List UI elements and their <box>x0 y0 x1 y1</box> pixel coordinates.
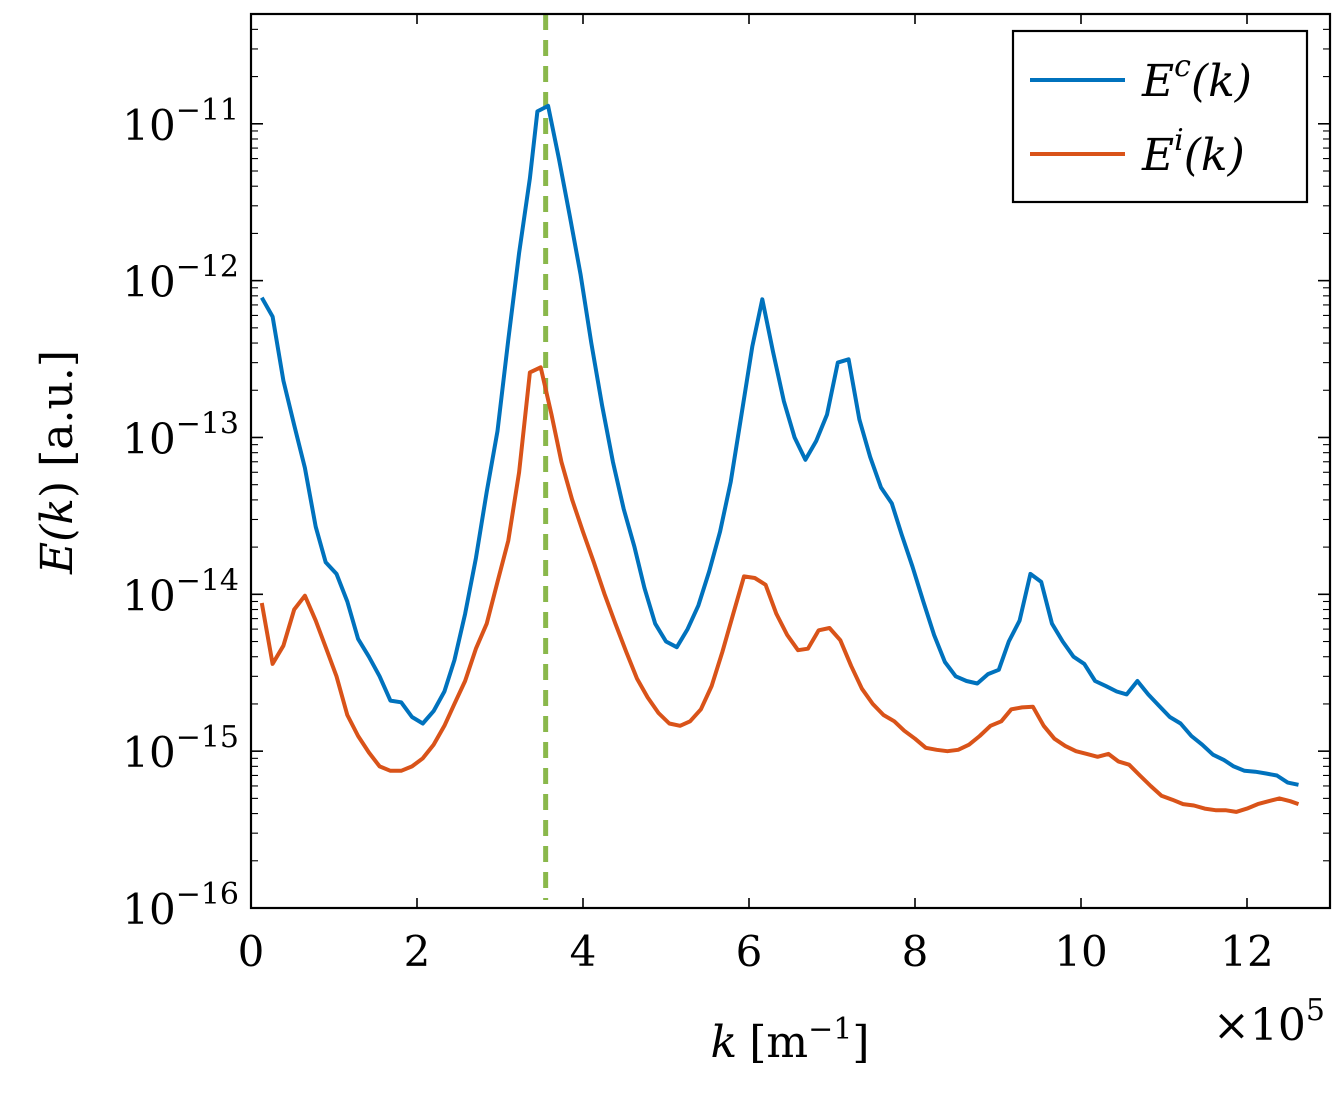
series-line-ec <box>260 103 1299 787</box>
x-tick-label: 6 <box>736 927 763 976</box>
plot-frame <box>249 12 1332 910</box>
y-tick-label: 10−14 <box>122 563 239 620</box>
y-tick-label: 10−13 <box>122 406 239 463</box>
y-axis-label-unit: ) [a.u.] <box>32 350 83 498</box>
legend-ec-sup: c <box>1174 49 1191 84</box>
series-line-ei <box>259 365 1300 814</box>
legend: Ec(k) Ei(k) <box>1011 29 1309 204</box>
y-tick-label: 10−15 <box>122 720 239 777</box>
x-axis-unit: [m <box>749 1017 808 1068</box>
y-axis-label: E(k) [a.u.] <box>32 350 83 575</box>
x-tick-label: 2 <box>404 927 431 976</box>
y-axis-label-variable: k <box>32 498 83 525</box>
x-tick-label: 0 <box>238 927 265 976</box>
legend-label-ec: Ec(k) <box>1141 49 1252 107</box>
x-axis-symbol: k <box>711 1017 738 1068</box>
y-tick-label: 10−12 <box>122 250 239 307</box>
x-axis-unit-exponent: −1 <box>808 1012 852 1047</box>
legend-ei-sup: i <box>1174 123 1184 158</box>
x-axis-multiplier: ×105 <box>1213 993 1325 1051</box>
x-multiplier-exponent: 5 <box>1306 993 1325 1028</box>
legend-label-ei: Ei(k) <box>1141 123 1245 181</box>
legend-ei-base: E <box>1141 130 1174 181</box>
x-tick-label: 10 <box>1054 927 1107 976</box>
tick-labels: 0 2 4 6 8 10 12 10−16 10−15 10−14 10−13 10−12 10−11 <box>122 93 1273 976</box>
x-multiplier-prefix: ×10 <box>1213 1000 1306 1051</box>
x-tick-label: 8 <box>902 927 929 976</box>
y-tick-label: 10−16 <box>122 877 239 934</box>
y-axis-label-function: E( <box>32 524 83 575</box>
legend-ec-tail: (k) <box>1191 56 1252 107</box>
x-tick-label: 4 <box>570 927 597 976</box>
x-tick-label: 12 <box>1220 927 1273 976</box>
tick-marks <box>250 13 1330 909</box>
legend-ei-tail: (k) <box>1184 130 1245 181</box>
x-axis-unit-close: ] <box>852 1017 869 1068</box>
x-axis-label: k [m−1] <box>711 1012 870 1068</box>
y-tick-label: 10−11 <box>122 93 239 150</box>
plot-lines <box>259 14 1300 900</box>
legend-ec-base: E <box>1141 56 1174 107</box>
legend-box <box>1011 29 1309 204</box>
